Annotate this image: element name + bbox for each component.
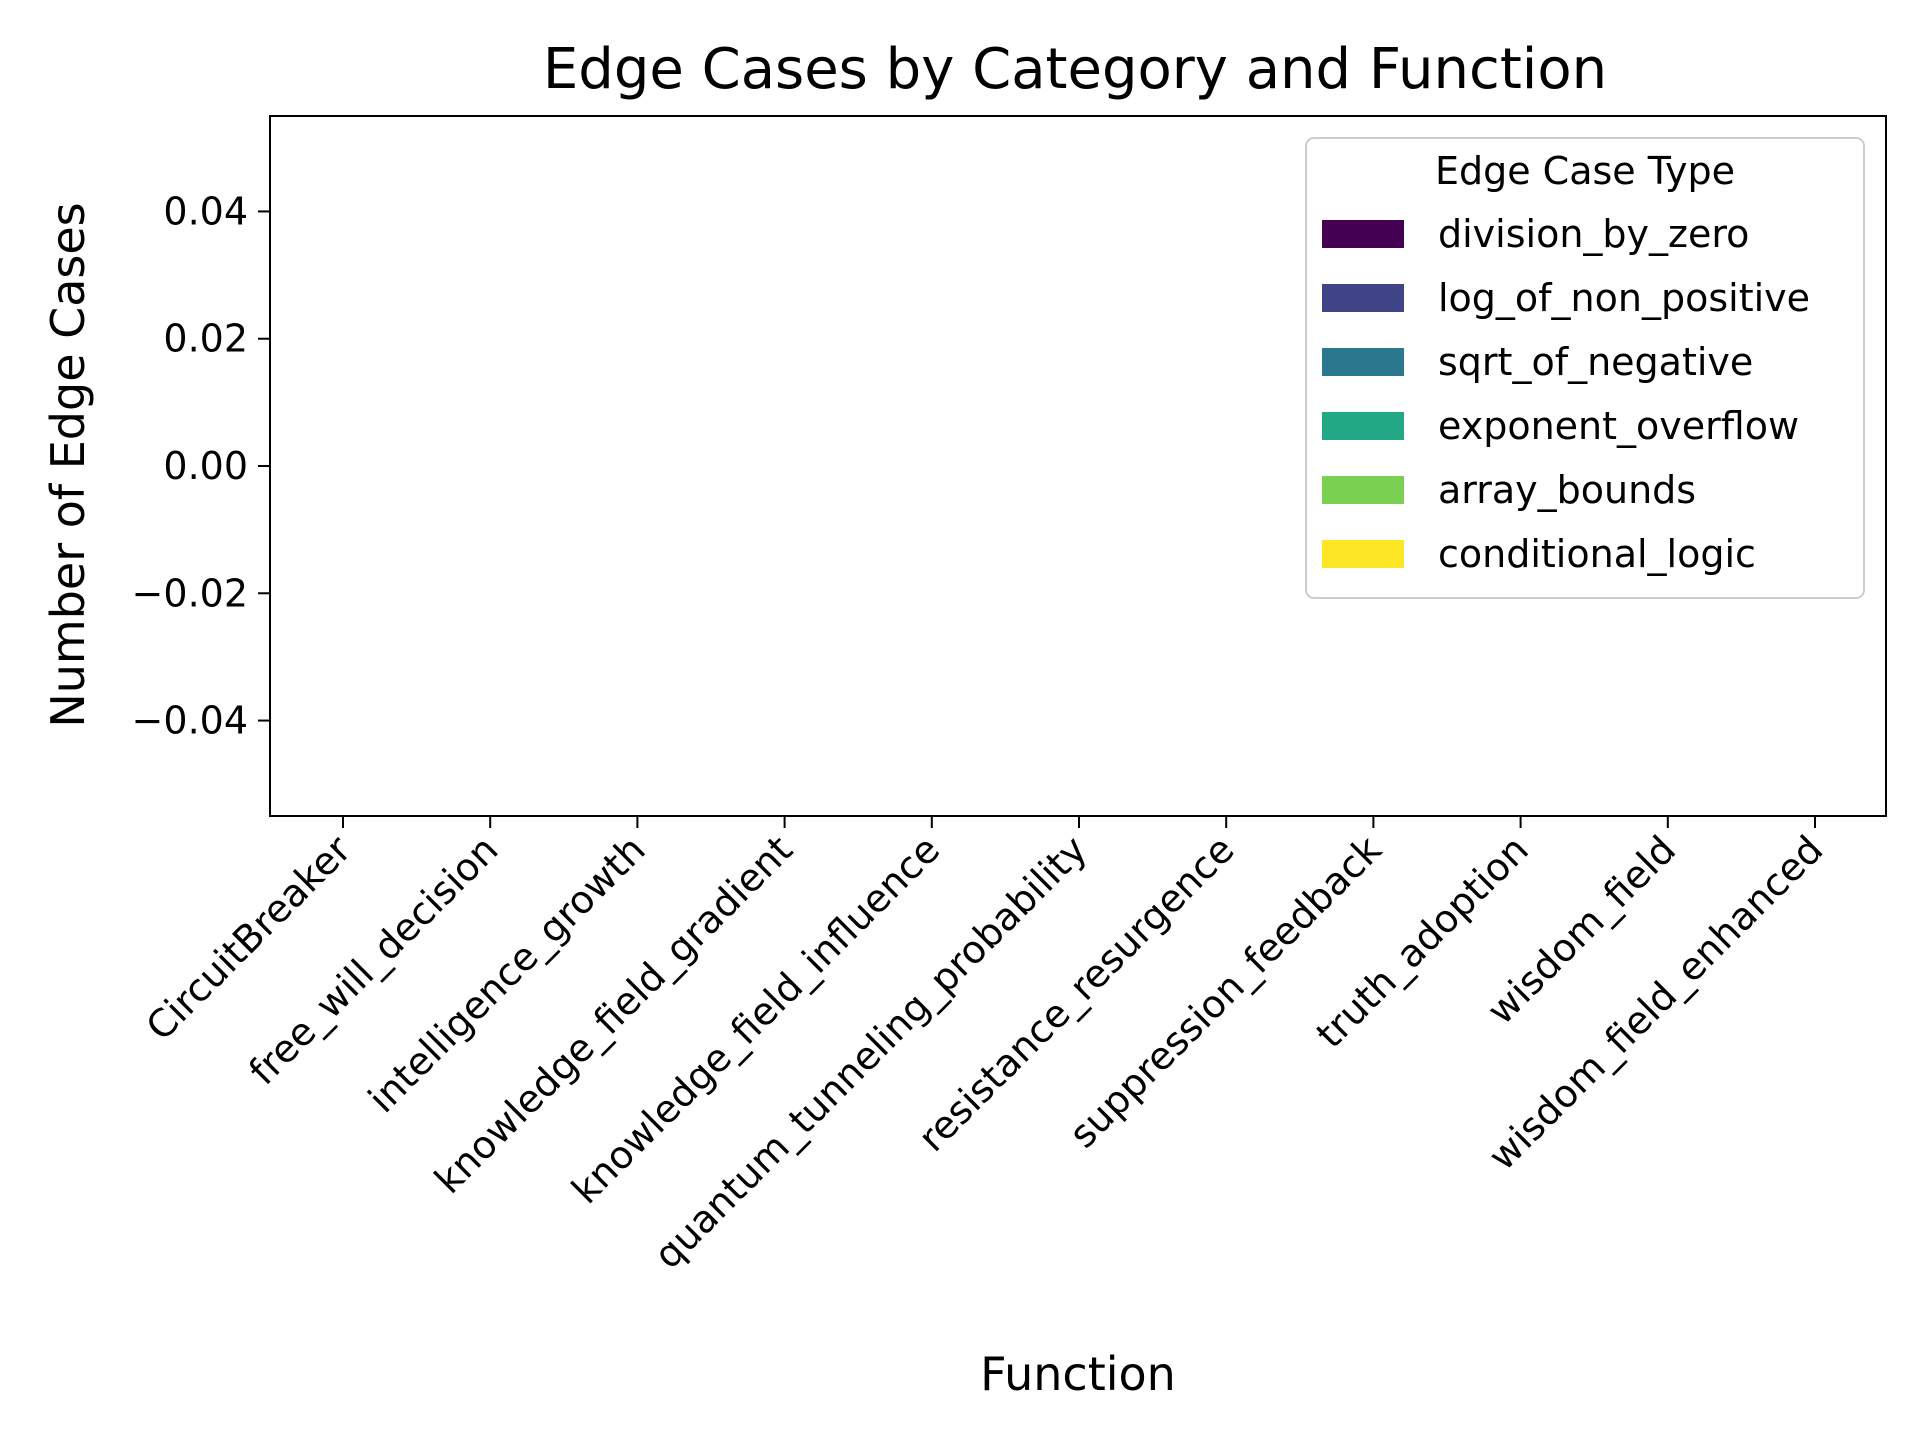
- legend-swatch: [1322, 284, 1404, 312]
- x-tick-label: intelligence_growth: [360, 827, 654, 1121]
- y-tick-label: −0.02: [132, 571, 248, 615]
- legend-swatch: [1322, 540, 1404, 568]
- legend-swatch: [1322, 476, 1404, 504]
- legend-label: log_of_non_positive: [1438, 276, 1810, 320]
- y-tick-label: 0.00: [163, 444, 248, 488]
- legend-label: division_by_zero: [1438, 212, 1749, 256]
- y-tick-label: −0.04: [132, 699, 248, 743]
- legend-items: division_by_zero log_of_non_positive sqrt_…: [1322, 212, 1810, 576]
- y-axis: 0.04 0.02 0.00 −0.02 −0.04: [132, 189, 270, 743]
- x-axis: CircuitBreakerfree_will_decisionintellig…: [138, 816, 1831, 1277]
- legend-label: array_bounds: [1438, 468, 1696, 512]
- legend-swatch: [1322, 348, 1404, 376]
- legend-label: conditional_logic: [1438, 532, 1756, 576]
- y-tick-label: 0.02: [163, 317, 248, 361]
- x-axis-label: Function: [980, 1347, 1176, 1401]
- y-axis-label: Number of Edge Cases: [41, 202, 95, 727]
- x-tick-label: free_will_decision: [240, 827, 506, 1093]
- chart-title: Edge Cases by Category and Function: [543, 37, 1607, 102]
- legend-frame: [1305, 137, 1865, 599]
- legend: Edge Case Type division_by_zero log_of_no…: [1305, 137, 1865, 599]
- legend-title: Edge Case Type: [1435, 149, 1735, 193]
- legend-label: exponent_overflow: [1438, 404, 1799, 448]
- legend-swatch: [1322, 220, 1404, 248]
- legend-label: sqrt_of_negative: [1438, 340, 1753, 384]
- y-tick-label: 0.04: [163, 189, 248, 233]
- legend-swatch: [1322, 412, 1404, 440]
